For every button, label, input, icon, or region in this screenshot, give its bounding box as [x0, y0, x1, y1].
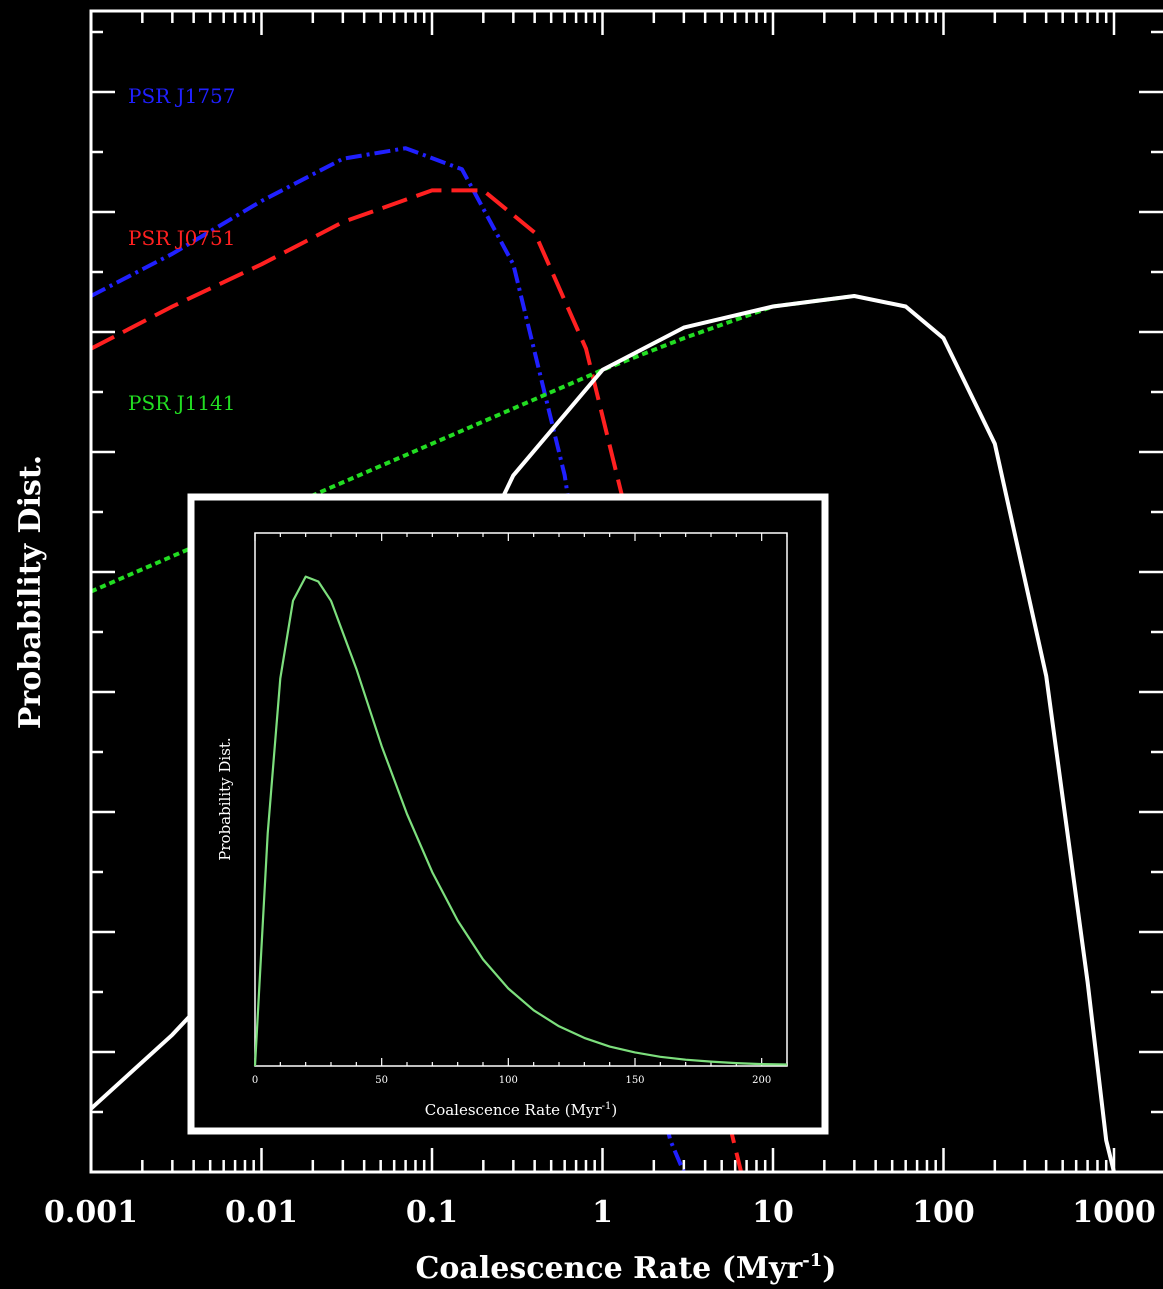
x-tick-label: 0.1 — [406, 1195, 458, 1230]
inset-x-tick-label: 50 — [375, 1075, 388, 1086]
inset-axes-frame — [254, 532, 788, 1067]
inset-frame — [187, 493, 829, 1135]
x-tick-label: 0.01 — [225, 1195, 298, 1230]
x-tick-label: 1000 — [1072, 1195, 1156, 1230]
main-x-tick-labels: 0.001 0.01 0.1 1 10 100 1000 — [44, 1195, 1156, 1230]
inset-x-tick-label: 150 — [625, 1075, 644, 1086]
x-tick-label: 0.001 — [44, 1195, 138, 1230]
x-tick-label: 100 — [912, 1195, 975, 1230]
inset-series-line — [253, 575, 788, 1067]
main-x-axis-title: Coalescence Rate (Myr-1) — [416, 1250, 837, 1286]
main-y-axis-title: Probability Dist. — [13, 455, 48, 729]
inset-x-axis-title: Coalescence Rate (Myr-1) — [425, 1101, 618, 1119]
inset-plot: 0 50 100 150 200 Coalescence Rate (Myr-1) Pr… — [187, 493, 829, 1135]
inset-x-tick-label: 100 — [499, 1075, 518, 1086]
inset-y-axis-title: Probability Dist. — [216, 737, 234, 860]
inset-x-tick-labels: 0 50 100 150 200 — [252, 1075, 771, 1086]
legend-label-psr-j0751: PSR J0751 — [128, 226, 236, 250]
main-axis-ticks — [89, 11, 1163, 1172]
x-tick-label: 10 — [752, 1195, 794, 1230]
inset-axis-ticks — [254, 533, 788, 1066]
x-tick-label: 1 — [592, 1195, 613, 1230]
inset-x-tick-label: 0 — [252, 1075, 258, 1086]
inset-curves — [253, 575, 788, 1067]
main-plot-frame — [89, 9, 1163, 1174]
series-line-psr-j1757 — [90, 146, 686, 1173]
legend-label-psr-j1141: PSR J1141 — [128, 391, 236, 415]
legend-label-psr-j1757: PSR J1757 — [128, 84, 236, 108]
inset-x-tick-label: 200 — [752, 1075, 771, 1086]
